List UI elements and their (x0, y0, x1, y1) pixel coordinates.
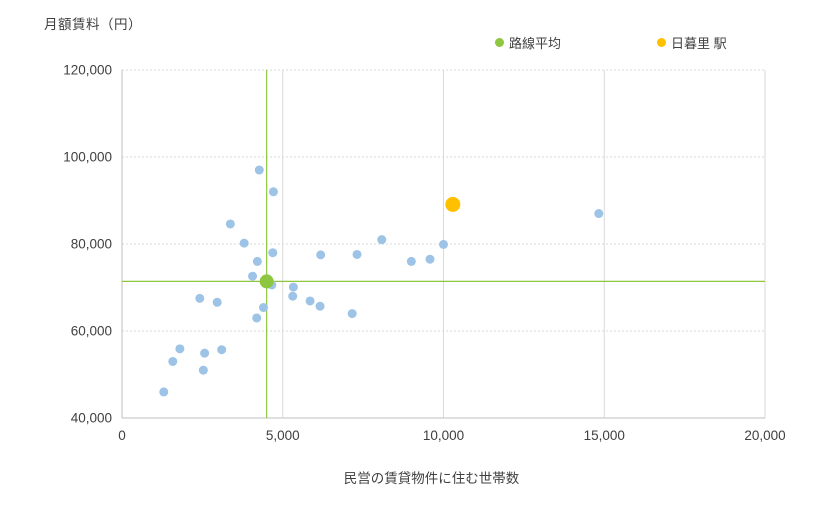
y-tick-label: 60,000 (71, 324, 112, 339)
y-tick-label: 120,000 (63, 63, 112, 78)
station-data-point (316, 250, 326, 260)
station-data-point (258, 303, 268, 313)
legend-label-nippori-station: 日暮里 駅 (671, 35, 727, 51)
station-data-point (439, 239, 448, 249)
station-data-point (200, 348, 210, 358)
station-data-point (288, 291, 298, 301)
route-average-dot-icon (495, 37, 504, 47)
station-data-point (594, 209, 604, 219)
chart-title: 月額賃料（円） (44, 17, 142, 32)
station-data-point (352, 249, 362, 259)
station-dot-icon (657, 37, 666, 47)
station-data-point (315, 301, 325, 311)
x-axis-title: 民営の賃貸物件に住む世帯数 (343, 471, 520, 486)
station-data-point (425, 254, 435, 264)
y-tick-label: 40,000 (71, 411, 112, 426)
nippori-station-point (445, 196, 461, 212)
station-data-point (268, 187, 278, 197)
x-tick-label: 20,000 (744, 428, 785, 443)
station-data-point (248, 271, 258, 281)
station-data-point (195, 293, 205, 303)
y-tick-label: 100,000 (63, 150, 112, 165)
legend-item-nippori-station: 日暮里 駅 (657, 33, 727, 51)
x-tick-label: 15,000 (584, 428, 625, 443)
station-data-point (347, 309, 357, 319)
station-data-point (217, 345, 227, 355)
station-data-point (377, 235, 387, 245)
x-tick-label: 5,000 (266, 428, 300, 443)
route-average-point (259, 274, 274, 289)
station-data-point (288, 282, 298, 292)
station-data-point (239, 238, 249, 248)
x-tick-label: 10,000 (423, 428, 464, 443)
station-data-point (252, 256, 262, 266)
station-data-point (252, 313, 262, 323)
station-data-point (406, 256, 416, 266)
station-data-point (268, 248, 278, 258)
x-tick-label: 0 (118, 428, 126, 443)
station-data-point (212, 297, 222, 307)
station-data-point (198, 365, 208, 375)
station-data-point (305, 296, 315, 306)
station-data-point (168, 356, 178, 366)
station-data-point (159, 387, 169, 397)
station-data-point (254, 165, 264, 175)
station-data-point (175, 344, 185, 354)
legend-item-route-average: 路線平均 (495, 33, 561, 51)
legend-label-route-average: 路線平均 (509, 35, 562, 51)
station-data-point (225, 219, 235, 229)
y-tick-label: 80,000 (71, 237, 112, 252)
